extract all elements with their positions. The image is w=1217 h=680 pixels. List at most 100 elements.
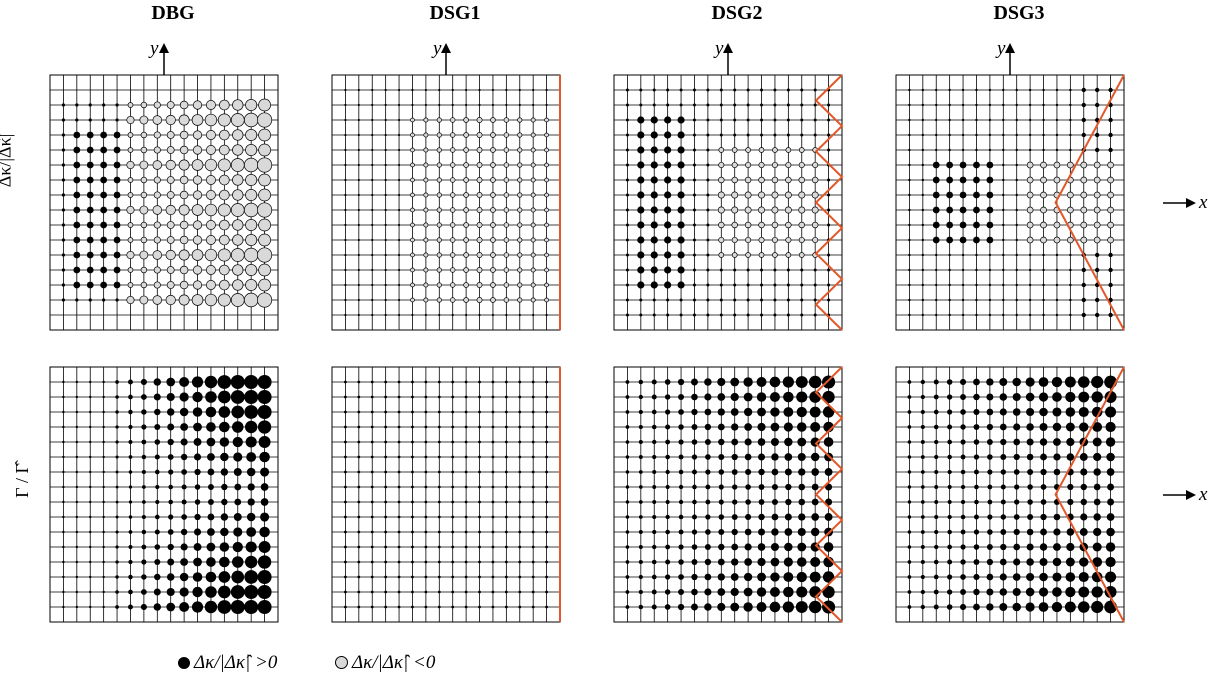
node-negative bbox=[179, 145, 189, 155]
node-positive bbox=[73, 146, 81, 154]
node-positive bbox=[625, 208, 629, 212]
node-positive bbox=[344, 118, 347, 122]
node-negative bbox=[503, 297, 510, 303]
node-positive bbox=[1081, 282, 1086, 288]
node-positive bbox=[692, 484, 697, 490]
node-positive bbox=[677, 603, 685, 611]
node-negative bbox=[243, 202, 259, 218]
node-positive bbox=[218, 406, 231, 418]
legend-positive-label: Δκ/|Δκ̂| >0 bbox=[194, 652, 278, 673]
node-negative bbox=[1053, 221, 1061, 229]
node-positive bbox=[1065, 407, 1076, 417]
node-positive bbox=[73, 251, 81, 259]
node-positive bbox=[1025, 587, 1035, 597]
node-positive bbox=[973, 161, 980, 169]
node-negative bbox=[449, 132, 456, 138]
node-positive bbox=[999, 588, 1008, 596]
node-positive bbox=[384, 88, 387, 92]
node-positive bbox=[961, 313, 965, 317]
node-negative bbox=[410, 237, 415, 243]
node-negative bbox=[544, 192, 549, 198]
node-positive bbox=[719, 298, 723, 302]
node-positive bbox=[664, 281, 672, 289]
node-positive bbox=[1081, 297, 1086, 303]
node-negative bbox=[1026, 221, 1034, 229]
node-positive bbox=[128, 559, 133, 565]
node-positive bbox=[504, 455, 508, 459]
node-negative bbox=[798, 206, 806, 214]
node-positive bbox=[706, 163, 710, 167]
column-title-dsg2: DSG2 bbox=[711, 2, 763, 24]
node-positive bbox=[822, 600, 836, 614]
node-positive bbox=[1028, 283, 1032, 287]
node-negative bbox=[205, 265, 216, 275]
node-negative bbox=[153, 101, 161, 109]
node-positive bbox=[920, 394, 925, 400]
node-positive bbox=[397, 380, 401, 384]
node-positive bbox=[769, 376, 781, 388]
node-positive bbox=[770, 542, 779, 552]
y-axis-label-dsg2: y bbox=[715, 38, 724, 59]
node-negative bbox=[718, 236, 725, 244]
node-positive bbox=[638, 544, 643, 550]
node-negative bbox=[490, 192, 496, 198]
node-positive bbox=[181, 469, 187, 475]
node-positive bbox=[1000, 514, 1007, 520]
node-positive bbox=[140, 589, 147, 595]
node-positive bbox=[1093, 527, 1102, 537]
node-positive bbox=[678, 544, 684, 550]
node-positive bbox=[625, 103, 629, 107]
node-positive bbox=[371, 163, 374, 167]
node-positive bbox=[935, 268, 938, 272]
node-positive bbox=[357, 395, 361, 399]
node-negative bbox=[126, 160, 135, 170]
node-positive bbox=[692, 313, 696, 317]
node-positive bbox=[128, 604, 133, 610]
node-positive bbox=[357, 193, 360, 197]
node-positive bbox=[61, 223, 66, 227]
node-positive bbox=[973, 439, 980, 445]
node-positive bbox=[946, 604, 953, 610]
node-positive bbox=[975, 88, 978, 92]
node-positive bbox=[677, 206, 685, 214]
node-positive bbox=[141, 469, 146, 475]
node-positive bbox=[1081, 312, 1086, 318]
node-positive bbox=[518, 515, 522, 519]
node-positive bbox=[1013, 469, 1020, 475]
node-positive bbox=[718, 454, 725, 460]
node-negative bbox=[1080, 221, 1088, 229]
node-negative bbox=[178, 294, 190, 306]
node-positive bbox=[784, 453, 793, 461]
panel-dsg1-top-frame bbox=[331, 74, 561, 331]
node-negative bbox=[503, 252, 510, 258]
panel-dbg-bottom-frame bbox=[49, 366, 279, 623]
node-positive bbox=[1015, 253, 1018, 257]
node-positive bbox=[782, 376, 794, 388]
node-positive bbox=[411, 410, 414, 414]
node-negative bbox=[772, 252, 778, 258]
node-positive bbox=[207, 513, 215, 521]
node-positive bbox=[746, 88, 750, 92]
node-positive bbox=[1002, 283, 1005, 287]
node-positive bbox=[205, 406, 217, 418]
node-negative bbox=[410, 162, 415, 168]
node-positive bbox=[424, 88, 427, 92]
node-positive bbox=[1055, 268, 1059, 272]
node-negative bbox=[517, 147, 523, 153]
node-positive bbox=[89, 575, 92, 579]
node-positive bbox=[141, 439, 147, 445]
node-negative bbox=[476, 147, 483, 153]
node-positive bbox=[192, 586, 203, 598]
node-positive bbox=[827, 298, 831, 302]
node-positive bbox=[205, 586, 217, 598]
node-negative bbox=[232, 129, 244, 141]
node-positive bbox=[1091, 406, 1103, 418]
node-negative bbox=[219, 129, 230, 141]
node-positive bbox=[678, 439, 684, 445]
node-negative bbox=[127, 192, 134, 198]
node-positive bbox=[987, 469, 993, 475]
panel-dsg2-bottom-frame bbox=[613, 366, 843, 623]
node-positive bbox=[652, 88, 656, 92]
node-positive bbox=[678, 484, 684, 490]
node-positive bbox=[478, 313, 481, 317]
